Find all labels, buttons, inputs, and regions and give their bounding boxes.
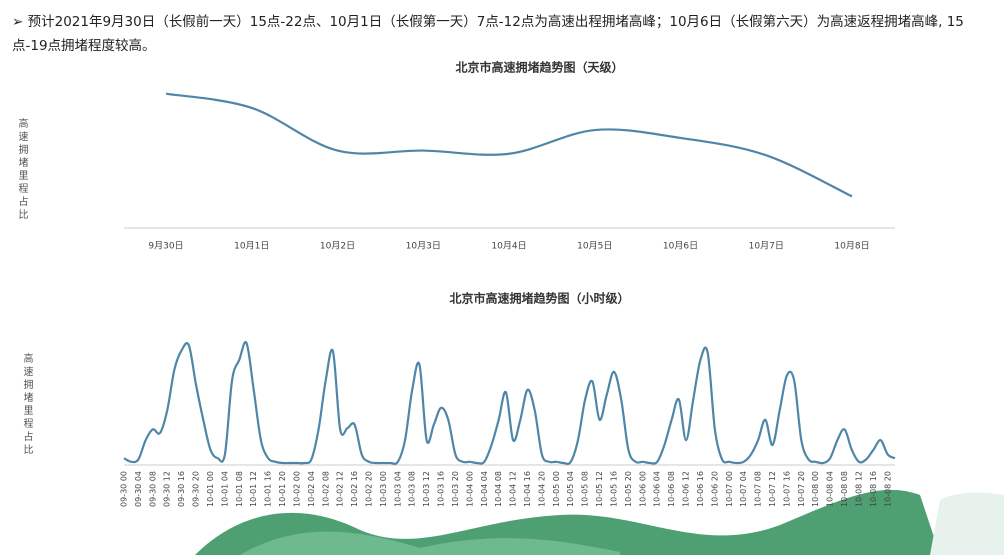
- x-tick-label: 10月6日: [663, 241, 698, 252]
- x-tick-label: 10-01 20: [278, 471, 287, 507]
- x-tick-label: 10月2日: [320, 241, 355, 252]
- x-tick-label: 10-02 12: [336, 471, 345, 507]
- y-axis-label: 高速拥堵里程占比: [16, 117, 28, 222]
- x-tick-label: 10-06 08: [667, 471, 676, 507]
- x-tick-label: 10-05 12: [595, 471, 604, 507]
- x-tick-label: 10-03 20: [451, 471, 460, 507]
- x-tick-label: 10-08 04: [826, 471, 835, 507]
- x-tick-label: 10-02 20: [364, 471, 373, 507]
- x-tick-label: 10-07 04: [739, 471, 748, 507]
- x-tick-label: 10月1日: [234, 241, 269, 252]
- x-tick-label: 10-05 08: [581, 471, 590, 507]
- x-tick-label: 10-05 16: [609, 471, 618, 507]
- x-tick-label: 09-30 04: [134, 471, 143, 507]
- x-tick-label: 10-02 04: [307, 471, 316, 507]
- x-tick-label: 10月4日: [491, 241, 526, 252]
- line: [123, 340, 896, 465]
- x-tick-label: 10-06 20: [710, 471, 719, 507]
- x-tick-label: 10-01 00: [206, 471, 215, 507]
- x-tick-label: 09-30 00: [120, 471, 129, 507]
- chart-title: 北京市高速拥堵趋势图（小时级）: [449, 291, 629, 306]
- x-tick-label: 9月30日: [148, 241, 183, 252]
- x-tick-label: 10-08 12: [854, 471, 863, 507]
- x-tick-label: 10-07 20: [797, 471, 806, 507]
- chart-title: 北京市高速拥堵趋势图（天级）: [455, 60, 623, 75]
- x-tick-label: 09-30 12: [163, 471, 172, 507]
- x-tick-label: 09-30 16: [177, 471, 186, 507]
- y-axis-label: 高速拥堵里程占比: [21, 352, 33, 457]
- x-tick-label: 10-05 20: [624, 471, 633, 507]
- decor-hill: [240, 531, 620, 555]
- x-tick-label: 10-06 16: [696, 471, 705, 507]
- x-tick-label: 09-30 08: [148, 471, 157, 507]
- x-tick-label: 10-08 08: [840, 471, 849, 507]
- note: ➢ 预计2021年9月30日（长假前一天）15点-22点、10月1日（长假第一天…: [12, 14, 964, 54]
- x-tick-label: 10月7日: [749, 241, 784, 252]
- x-tick-label: 10-01 04: [220, 471, 229, 507]
- x-tick-label: 10-04 08: [494, 471, 503, 507]
- x-tick-label: 10-02 08: [321, 471, 330, 507]
- x-tick-label: 10月5日: [577, 241, 612, 252]
- x-tick-label: 10-07 16: [782, 471, 791, 507]
- x-tick-label: 10-04 20: [537, 471, 546, 507]
- x-tick-label: 10-07 08: [754, 471, 763, 507]
- x-tick-label: 10-06 00: [638, 471, 647, 507]
- x-tick-label: 10月3日: [406, 241, 441, 252]
- x-tick-label: 10-05 00: [552, 471, 561, 507]
- x-tick-label: 10-01 08: [235, 471, 244, 507]
- x-tick-label: 10月8日: [834, 241, 869, 252]
- x-tick-label: 09-30 20: [192, 471, 201, 507]
- x-tick-label: 10-03 16: [437, 471, 446, 507]
- x-tick-label: 10-03 08: [408, 471, 417, 507]
- x-tick-label: 10-01 16: [264, 471, 273, 507]
- x-tick-label: 10-04 12: [509, 471, 518, 507]
- x-tick-label: 10-08 00: [811, 471, 820, 507]
- x-tick-label: 10-07 12: [768, 471, 777, 507]
- x-tick-label: 10-02 00: [292, 471, 301, 507]
- x-tick-label: 10-01 12: [249, 471, 258, 507]
- x-tick-label: 10-04 16: [523, 471, 532, 507]
- x-tick-label: 10-04 00: [465, 471, 474, 507]
- x-tick-label: 10-03 00: [379, 471, 388, 507]
- x-tick-label: 10-08 20: [883, 471, 892, 507]
- x-tick-label: 10-05 04: [566, 471, 575, 507]
- x-tick-label: 10-06 04: [653, 471, 662, 507]
- x-tick-label: 10-03 04: [393, 471, 402, 507]
- x-tick-label: 10-03 12: [422, 471, 431, 507]
- x-tick-label: 10-04 04: [480, 471, 489, 507]
- x-tick-label: 10-08 16: [869, 471, 878, 507]
- x-tick-label: 10-02 16: [350, 471, 359, 507]
- line: [165, 92, 853, 198]
- x-tick-label: 10-07 00: [725, 471, 734, 507]
- x-tick-label: 10-06 12: [682, 471, 691, 507]
- decor-hill: [930, 492, 1004, 555]
